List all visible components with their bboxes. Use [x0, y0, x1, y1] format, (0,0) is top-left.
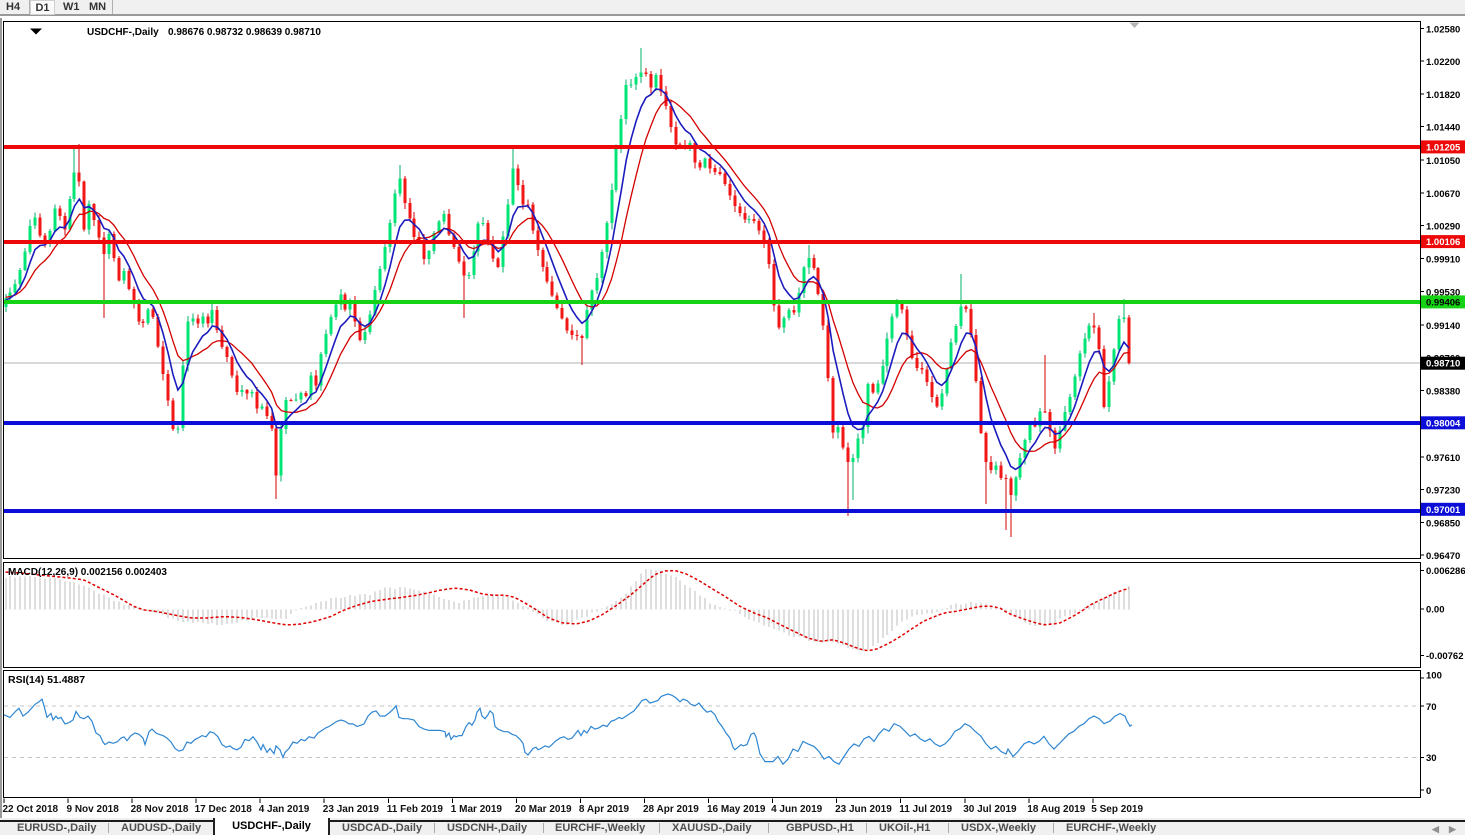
svg-text:0.97610: 0.97610 [1426, 453, 1460, 464]
svg-text:0.97230: 0.97230 [1426, 486, 1460, 497]
svg-text:RSI(14) 51.4887: RSI(14) 51.4887 [8, 674, 85, 686]
svg-text:0.97001: 0.97001 [1426, 505, 1461, 516]
svg-text:11 Jul 2019: 11 Jul 2019 [899, 804, 952, 815]
svg-text:0.98380: 0.98380 [1426, 386, 1460, 397]
svg-text:1.01820: 1.01820 [1426, 90, 1460, 101]
svg-text:0.96850: 0.96850 [1426, 518, 1460, 529]
svg-text:4 Jun 2019: 4 Jun 2019 [771, 804, 823, 815]
svg-text:22 Oct 2018: 22 Oct 2018 [3, 804, 59, 815]
svg-text:0.98004: 0.98004 [1426, 418, 1461, 429]
svg-text:28 Nov 2018: 28 Nov 2018 [131, 804, 189, 815]
svg-text:70: 70 [1426, 702, 1437, 713]
svg-text:1.02200: 1.02200 [1426, 57, 1460, 68]
svg-text:1.02580: 1.02580 [1426, 24, 1460, 35]
svg-text:0.99910: 0.99910 [1426, 255, 1460, 266]
svg-text:30: 30 [1426, 753, 1437, 764]
svg-text:4 Jan 2019: 4 Jan 2019 [259, 804, 310, 815]
svg-text:0.96470: 0.96470 [1426, 551, 1460, 562]
svg-text:30 Jul 2019: 30 Jul 2019 [963, 804, 1017, 815]
svg-text:MACD(12,26,9) 0.002156 0.00240: MACD(12,26,9) 0.002156 0.002403 [8, 567, 167, 578]
svg-text:1.00106: 1.00106 [1426, 237, 1460, 248]
svg-text:1.01440: 1.01440 [1426, 123, 1460, 134]
svg-text:1 Mar 2019: 1 Mar 2019 [451, 804, 503, 815]
svg-text:1.00290: 1.00290 [1426, 222, 1460, 233]
svg-text:0.99406: 0.99406 [1426, 297, 1460, 308]
svg-text:11 Feb 2019: 11 Feb 2019 [387, 804, 444, 815]
svg-text:20 Mar 2019: 20 Mar 2019 [515, 804, 572, 815]
svg-text:23 Jan 2019: 23 Jan 2019 [323, 804, 380, 815]
svg-text:1.00670: 1.00670 [1426, 189, 1460, 200]
svg-text:1.01050: 1.01050 [1426, 156, 1460, 167]
svg-text:0.00: 0.00 [1426, 605, 1445, 616]
svg-text:5 Sep 2019: 5 Sep 2019 [1091, 804, 1143, 815]
svg-text:1.01205: 1.01205 [1426, 142, 1461, 153]
svg-text:9 Nov 2018: 9 Nov 2018 [67, 804, 120, 815]
svg-text:8 Apr 2019: 8 Apr 2019 [579, 804, 630, 815]
svg-text:0: 0 [1426, 786, 1431, 797]
svg-text:17 Dec 2018: 17 Dec 2018 [195, 804, 253, 815]
svg-text:0.006286: 0.006286 [1426, 566, 1465, 577]
svg-text:16 May 2019: 16 May 2019 [707, 804, 766, 815]
svg-text:18 Aug 2019: 18 Aug 2019 [1027, 804, 1085, 815]
svg-text:100: 100 [1426, 671, 1442, 682]
svg-text:0.99530: 0.99530 [1426, 287, 1460, 298]
svg-text:0.98710: 0.98710 [1426, 359, 1460, 370]
svg-text:23 Jun 2019: 23 Jun 2019 [835, 804, 892, 815]
svg-text:USDCHF-,Daily: USDCHF-,Daily [87, 27, 159, 38]
svg-text:28 Apr 2019: 28 Apr 2019 [643, 804, 699, 815]
svg-text:-0.00762: -0.00762 [1426, 651, 1464, 662]
svg-text:0.98676 0.98732 0.98639 0.9871: 0.98676 0.98732 0.98639 0.98710 [168, 27, 321, 38]
svg-text:0.99140: 0.99140 [1426, 321, 1460, 332]
